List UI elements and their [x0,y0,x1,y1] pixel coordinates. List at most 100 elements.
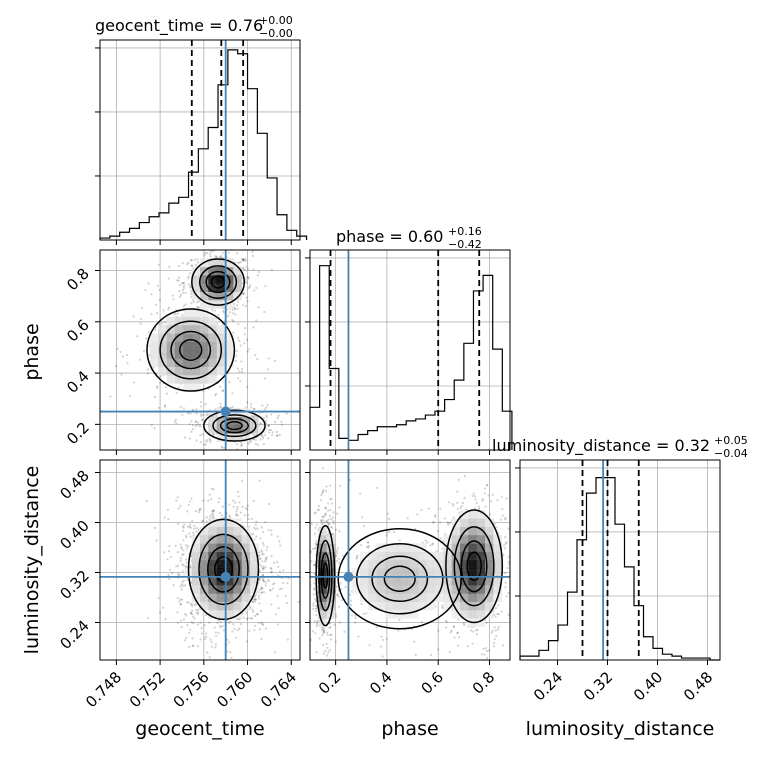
density-cell [233,433,242,442]
sample-point [317,508,321,511]
sample-point [338,530,341,533]
sample-point [322,632,325,635]
density-cell [493,560,502,569]
density-cell [250,560,259,569]
density-cell [208,568,217,577]
sample-point [333,623,336,626]
sample-point [168,265,171,268]
sample-point [176,564,180,567]
sample-point [183,523,186,526]
contour-line [210,275,226,289]
sample-point [381,638,385,641]
sample-point [456,490,459,493]
panel-frame [309,249,511,451]
sample-point [237,495,240,498]
density-cell [410,585,419,594]
sample-point [185,534,188,537]
sample-point [246,617,250,620]
sample-point [336,547,340,550]
density-cell [326,568,336,577]
sample-point [246,300,249,303]
sample-point [252,326,255,329]
density-cell [191,333,201,342]
sample-point [245,296,248,299]
sample-point [280,587,284,590]
density-cell [225,358,234,367]
sample-point [272,583,275,586]
sample-point [221,251,224,254]
density-cell [376,585,386,594]
sample-point [181,580,184,583]
sample-point [140,306,144,309]
density-cell [451,610,461,619]
sample-point [221,389,224,392]
density-cell [216,568,226,577]
sample-point [325,642,328,646]
density-cell [200,350,209,359]
sample-point [139,317,142,321]
density-cell [476,601,486,611]
density-cell [250,543,259,552]
sample-point [236,490,240,493]
sample-point [286,638,289,641]
sample-point [312,602,315,605]
sample-point [165,392,169,395]
sample-point [267,579,270,583]
sample-point [270,603,273,606]
sample-point [320,626,323,630]
density-cell [191,358,201,367]
density-cell [183,383,192,392]
sample-point [231,318,234,321]
sample-point [214,631,217,634]
sample-point [285,601,289,605]
sample-point [257,306,260,309]
sample-point [321,643,325,647]
density-cell [191,568,201,577]
sample-point [321,467,325,470]
density-cell [183,308,192,317]
density-cell [451,535,461,544]
density-cell [468,543,477,552]
contour-line [460,540,488,593]
sample-point [388,530,391,534]
sample-point [265,406,268,409]
sample-point [315,543,318,546]
sample-point [236,349,239,352]
sample-point [441,547,444,551]
density-cell [191,341,201,351]
sample-point [444,533,447,536]
sample-point [221,505,224,508]
density-cell [175,375,184,384]
sample-point [262,416,265,419]
sample-point [325,519,329,522]
sample-point [324,507,327,510]
sample-point [462,622,465,625]
density-cell [191,275,201,284]
sample-point [323,629,326,632]
density-cell [200,551,209,561]
contour-line [466,551,482,582]
sample-point [175,499,178,502]
density-cell [410,551,419,561]
sample-point [186,525,190,528]
density-cell [150,350,159,359]
title-phase-plus: +0.16 [448,225,482,238]
density-cell [351,568,361,577]
contour-line [315,524,336,627]
sample-point [284,594,287,598]
sample-point [270,554,273,558]
sample-point [496,499,499,502]
sample-point [318,637,321,640]
contour-line [205,270,231,294]
sample-point [226,638,229,641]
sample-point [282,569,285,572]
sample-point [337,557,341,561]
sample-point [176,611,179,614]
sample-point [354,614,357,617]
sample-point [314,632,317,635]
density-cell [468,518,477,527]
sample-point [254,528,257,531]
density-cell [241,560,251,569]
contour-line [203,409,266,442]
density-cell [250,568,259,577]
